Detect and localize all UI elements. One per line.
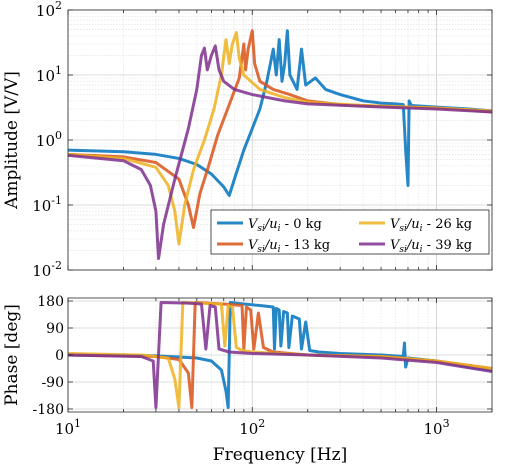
- legend-label: Vsi/ui - 13 kg: [248, 238, 330, 255]
- ph-ytick-label: 180: [37, 294, 64, 310]
- amp-ytick-label: 10-1: [32, 194, 62, 215]
- phase-panel: -180 -90 0 90 180 101 102 103 Phase [deg] Frequ…: [2, 294, 493, 465]
- ph-ytick-label: 0: [55, 348, 64, 364]
- amp-ytick-label: 102: [36, 0, 62, 20]
- amplitude-axes: 10-2 10-1 100 101 102: [32, 0, 493, 280]
- legend: Vsi/ui - 0 kg Vsi/ui - 26 kg Vsi/ui - 13 k…: [210, 209, 490, 255]
- ph-series-0-kg: [68, 301, 492, 409]
- ph-ytick-label: -90: [41, 375, 64, 391]
- ph-series-39-kg: [68, 301, 492, 409]
- amp-series-39-kg: [68, 44, 492, 261]
- phase-axes: -180 -90 0 90 180 101 102 103: [33, 294, 493, 438]
- phase-ylabel: Phase [deg]: [2, 304, 22, 406]
- amplitude-ylabel: Amplitude [V/V]: [2, 71, 22, 210]
- ph-xtick-label: 101: [55, 417, 81, 438]
- amplitude-series: [68, 29, 492, 261]
- amp-ytick-label: 10-2: [32, 259, 62, 280]
- legend-label: Vsi/ui - 0 kg: [248, 217, 322, 234]
- amplitude-panel: 10-2 10-1 100 101 102 Amplitude [V/V] Vsi/ui…: [2, 0, 493, 280]
- ph-xtick-label: 103: [423, 417, 449, 438]
- xlabel: Frequency [Hz]: [213, 445, 347, 465]
- legend-box: [210, 209, 490, 255]
- legend-label: Vsi/ui - 39 kg: [390, 238, 472, 255]
- ph-ytick-label: -180: [33, 402, 64, 418]
- ph-xtick-label: 102: [239, 417, 265, 438]
- phase-series: [68, 301, 492, 409]
- amp-ytick-label: 101: [36, 64, 62, 85]
- amp-series-0-kg: [68, 29, 492, 197]
- legend-label: Vsi/ui - 26 kg: [390, 217, 472, 234]
- amp-series-26-kg: [68, 31, 492, 246]
- amp-ytick-label: 100: [36, 129, 62, 150]
- ph-ytick-label: 90: [46, 321, 64, 337]
